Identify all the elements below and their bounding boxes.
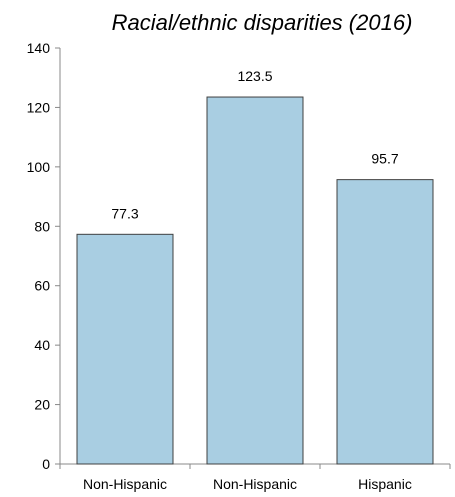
y-tick-label: 80	[34, 218, 50, 234]
y-axis-ticks: 0 20 40 60 80 100 120 140	[27, 40, 60, 472]
x-axis-ticks: Non-Hispanic Non-Hispanic Hispanic	[59, 464, 451, 492]
bar-value-label: 95.7	[371, 151, 398, 167]
x-category-label: Hispanic	[358, 476, 412, 492]
x-category-label: Non-Hispanic	[213, 476, 297, 492]
bar	[336, 179, 434, 465]
bar	[76, 233, 174, 465]
y-tick-label: 40	[34, 337, 50, 353]
bar-value-label: 77.3	[111, 205, 138, 221]
y-tick-label: 60	[34, 278, 50, 294]
chart-title: Racial/ethnic disparities (2016)	[112, 10, 413, 35]
y-tick-label: 120	[27, 99, 51, 115]
x-category-label: Non-Hispanic	[83, 476, 167, 492]
y-tick-label: 0	[42, 456, 50, 472]
y-tick-label: 140	[27, 40, 51, 56]
bar-value-label: 123.5	[237, 68, 272, 84]
bar	[206, 96, 304, 465]
bars-group: 77.3 123.5 95.7	[76, 68, 434, 465]
y-tick-label: 20	[34, 397, 50, 413]
y-tick-label: 100	[27, 159, 51, 175]
